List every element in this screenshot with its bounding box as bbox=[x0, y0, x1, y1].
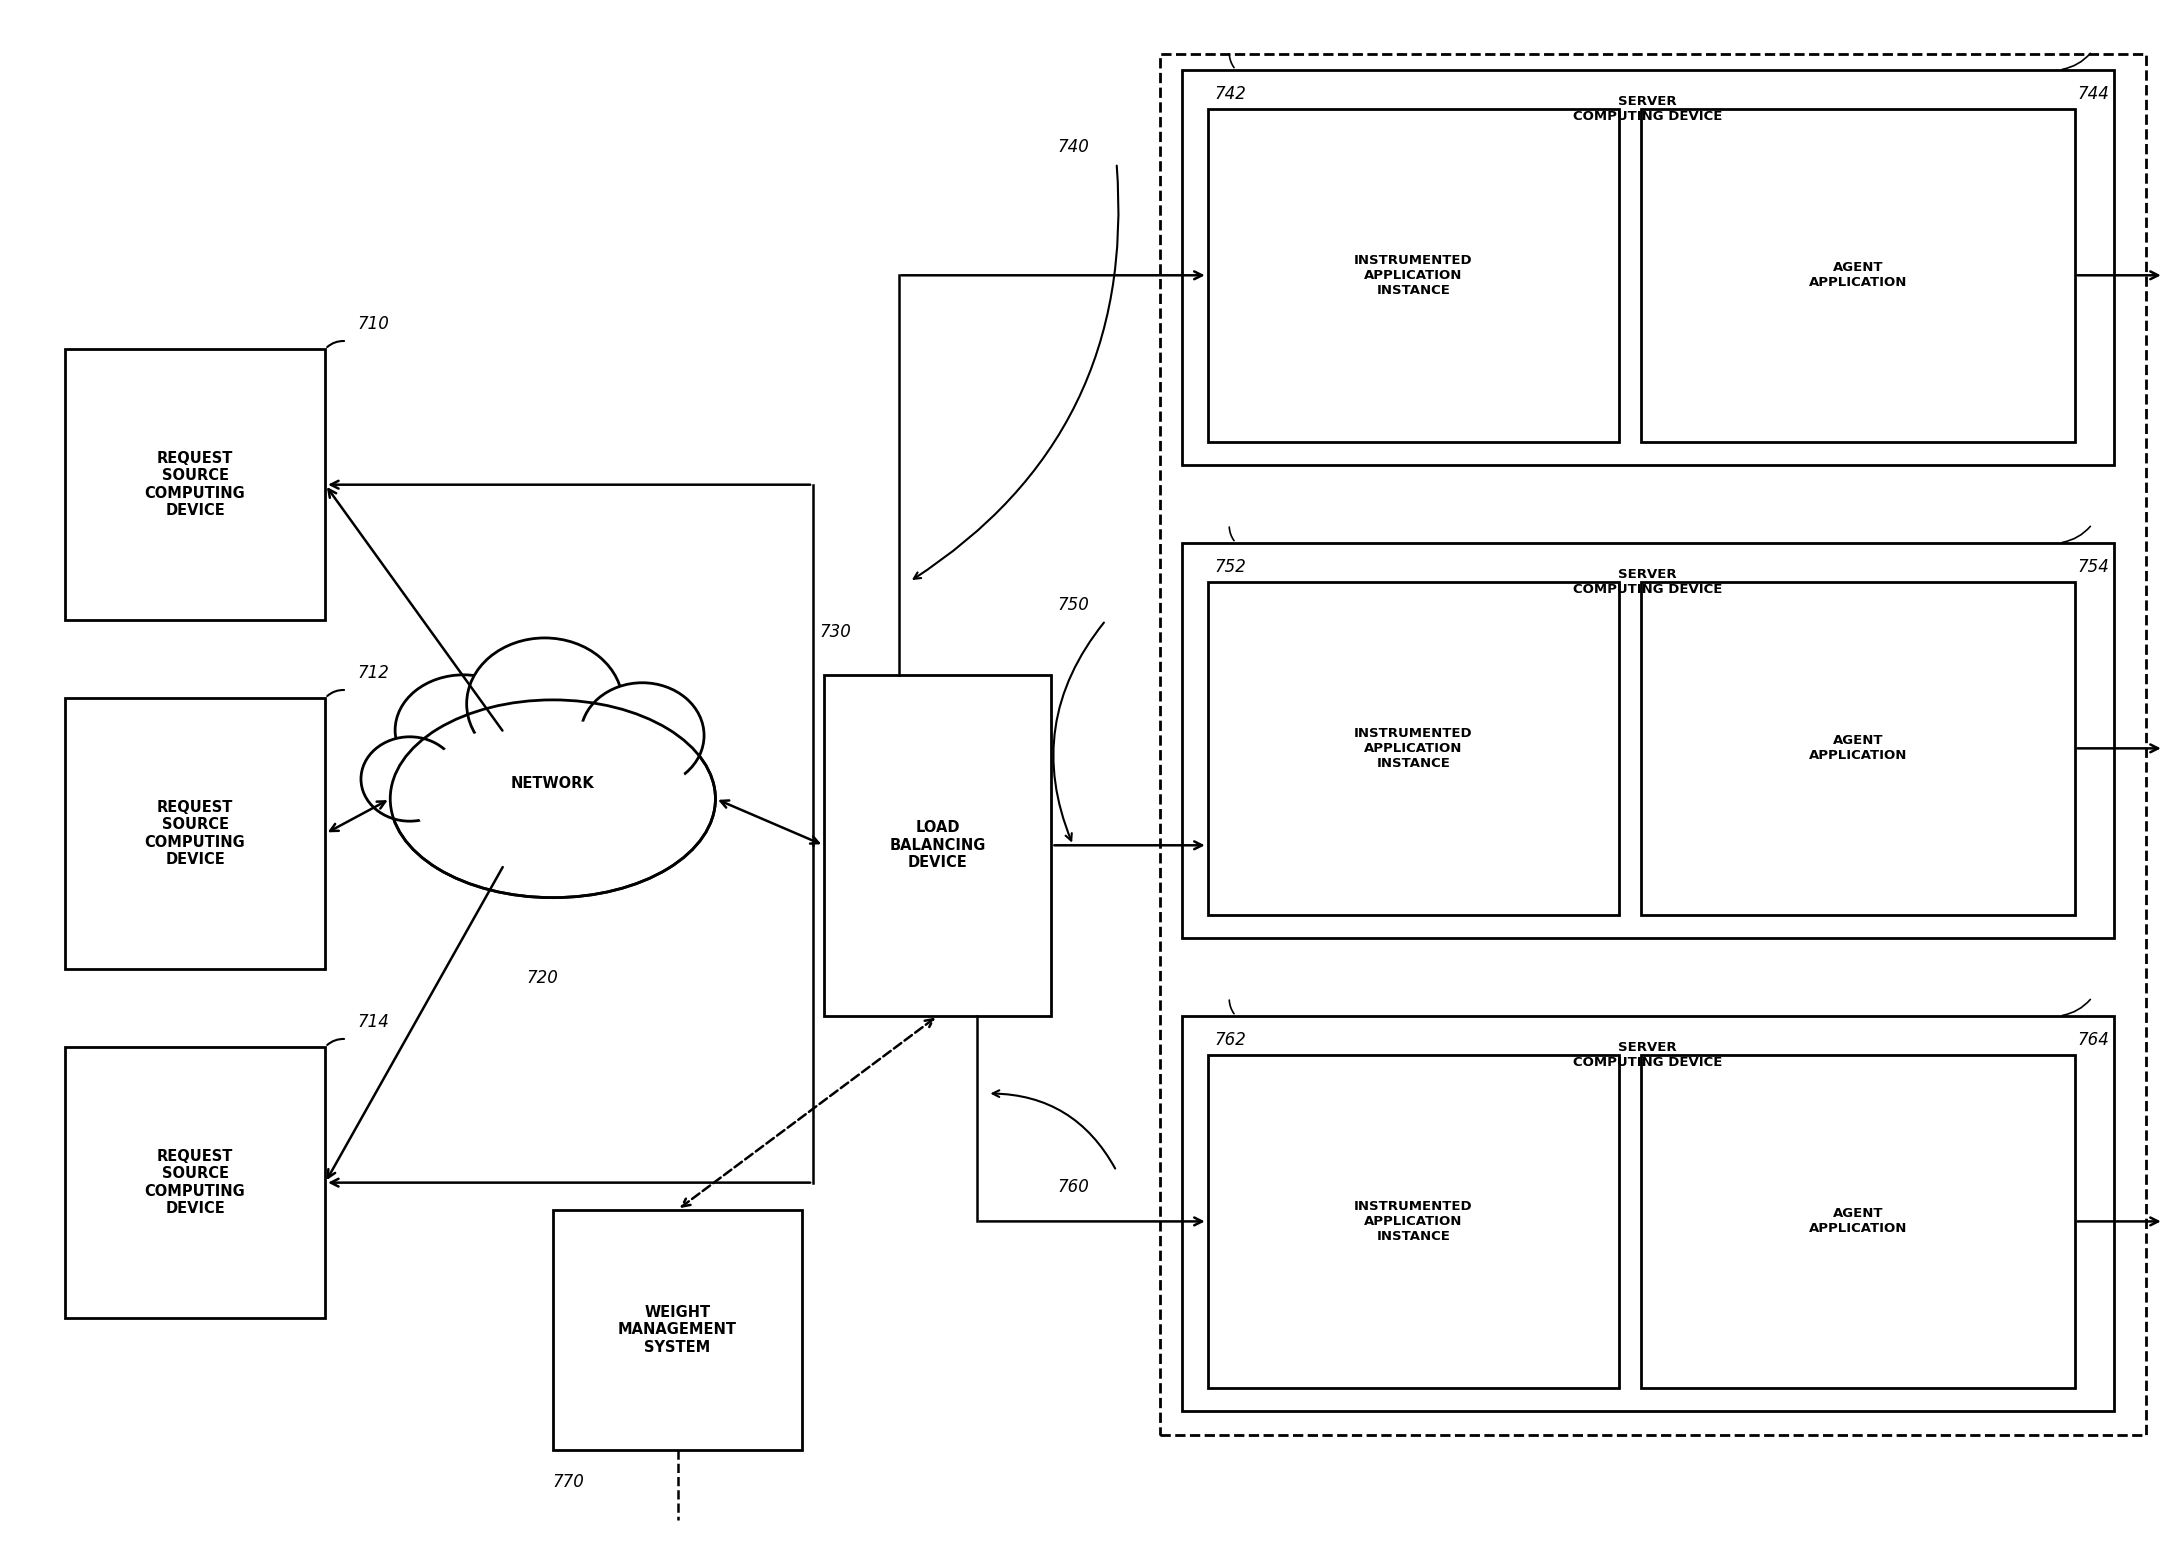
Text: 754: 754 bbox=[2077, 558, 2109, 577]
Text: REQUEST
SOURCE
COMPUTING
DEVICE: REQUEST SOURCE COMPUTING DEVICE bbox=[145, 1149, 245, 1216]
Text: 752: 752 bbox=[1214, 558, 1247, 577]
Ellipse shape bbox=[414, 720, 692, 878]
Bar bbox=[1182, 70, 2114, 465]
Text: NETWORK: NETWORK bbox=[512, 776, 594, 791]
Text: SERVER
COMPUTING DEVICE: SERVER COMPUTING DEVICE bbox=[1574, 95, 1721, 123]
Text: 762: 762 bbox=[1214, 1031, 1247, 1050]
Bar bbox=[65, 349, 325, 620]
Bar bbox=[1208, 1055, 1619, 1388]
Text: 710: 710 bbox=[358, 315, 390, 333]
Bar bbox=[65, 698, 325, 969]
Text: 714: 714 bbox=[358, 1013, 390, 1031]
Text: AGENT
APPLICATION: AGENT APPLICATION bbox=[1808, 1207, 1908, 1236]
Text: SERVER
COMPUTING DEVICE: SERVER COMPUTING DEVICE bbox=[1574, 568, 1721, 596]
Text: SERVER
COMPUTING DEVICE: SERVER COMPUTING DEVICE bbox=[1574, 1041, 1721, 1069]
Bar bbox=[1160, 54, 2146, 1435]
Text: 720: 720 bbox=[527, 969, 557, 988]
Text: WEIGHT
MANAGEMENT
SYSTEM: WEIGHT MANAGEMENT SYSTEM bbox=[618, 1304, 737, 1356]
Text: 712: 712 bbox=[358, 664, 390, 682]
Bar bbox=[1641, 1055, 2075, 1388]
Text: LOAD
BALANCING
DEVICE: LOAD BALANCING DEVICE bbox=[889, 820, 986, 870]
Ellipse shape bbox=[466, 637, 622, 769]
Text: AGENT
APPLICATION: AGENT APPLICATION bbox=[1808, 261, 1908, 290]
Text: AGENT
APPLICATION: AGENT APPLICATION bbox=[1808, 734, 1908, 763]
Bar bbox=[1182, 1016, 2114, 1411]
Bar bbox=[553, 1210, 802, 1450]
Bar bbox=[1641, 582, 2075, 915]
Bar bbox=[824, 675, 1051, 1016]
Text: INSTRUMENTED
APPLICATION
INSTANCE: INSTRUMENTED APPLICATION INSTANCE bbox=[1355, 254, 1472, 296]
Text: REQUEST
SOURCE
COMPUTING
DEVICE: REQUEST SOURCE COMPUTING DEVICE bbox=[145, 800, 245, 867]
Text: 730: 730 bbox=[820, 622, 852, 641]
Text: INSTRUMENTED
APPLICATION
INSTANCE: INSTRUMENTED APPLICATION INSTANCE bbox=[1355, 1200, 1472, 1242]
Text: 760: 760 bbox=[1058, 1177, 1088, 1196]
Text: 770: 770 bbox=[553, 1473, 585, 1492]
Text: REQUEST
SOURCE
COMPUTING
DEVICE: REQUEST SOURCE COMPUTING DEVICE bbox=[145, 451, 245, 518]
Text: 742: 742 bbox=[1214, 85, 1247, 104]
Ellipse shape bbox=[581, 682, 705, 788]
Ellipse shape bbox=[395, 675, 531, 786]
Ellipse shape bbox=[390, 700, 715, 898]
Bar bbox=[1641, 109, 2075, 442]
Bar bbox=[1208, 582, 1619, 915]
Bar bbox=[1208, 109, 1619, 442]
Bar bbox=[65, 1047, 325, 1318]
Text: 750: 750 bbox=[1058, 596, 1088, 614]
Ellipse shape bbox=[360, 737, 460, 820]
Text: 764: 764 bbox=[2077, 1031, 2109, 1050]
Bar bbox=[1182, 543, 2114, 938]
Text: 740: 740 bbox=[1058, 138, 1088, 157]
Text: INSTRUMENTED
APPLICATION
INSTANCE: INSTRUMENTED APPLICATION INSTANCE bbox=[1355, 727, 1472, 769]
Text: 744: 744 bbox=[2077, 85, 2109, 104]
